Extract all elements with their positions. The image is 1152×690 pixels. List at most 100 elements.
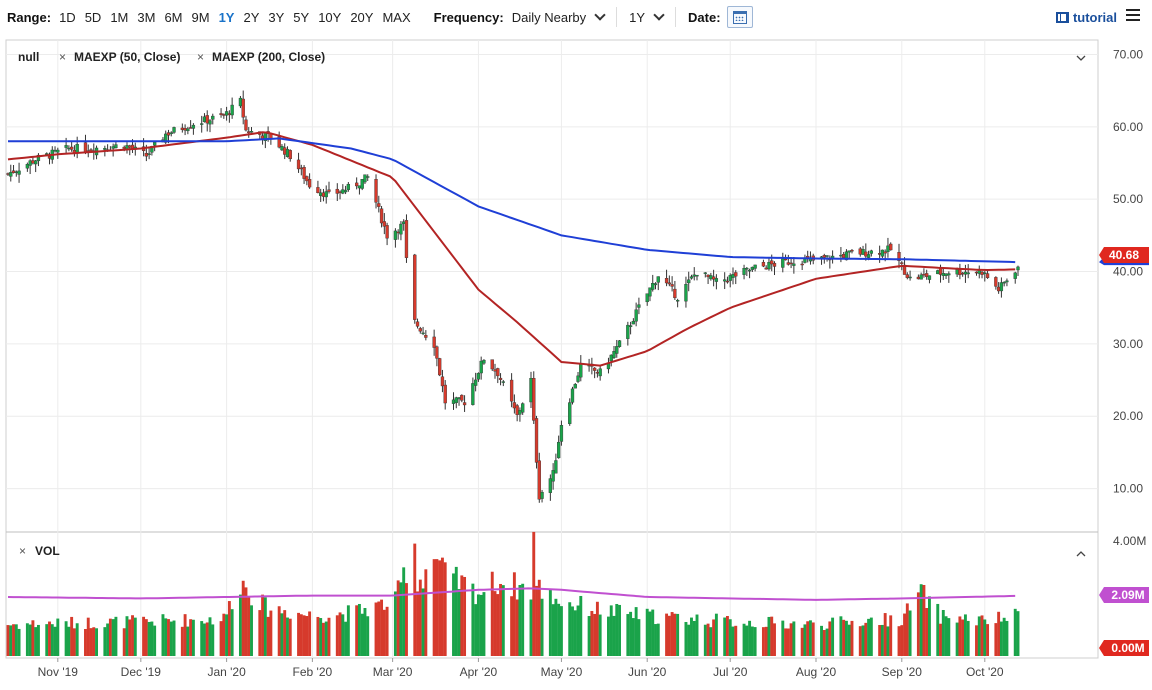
- candle-body: [772, 262, 777, 267]
- chevron-up-icon[interactable]: [1076, 551, 1086, 557]
- tutorial-link[interactable]: tutorial: [1055, 10, 1117, 25]
- chevron-down-icon: [594, 9, 606, 21]
- candle-body: [667, 282, 671, 285]
- volume-bar: [947, 618, 951, 656]
- close-icon[interactable]: ×: [59, 50, 66, 64]
- volume-bar: [308, 611, 312, 656]
- range-button-1d[interactable]: 1D: [59, 9, 76, 25]
- volume-bar: [86, 617, 90, 656]
- candle-body: [227, 113, 232, 115]
- candle-body: [651, 283, 655, 290]
- price-tick-label: 50.00: [1113, 192, 1143, 206]
- volume-bar: [490, 571, 494, 656]
- volume-bar: [230, 609, 234, 656]
- candle-body: [319, 192, 323, 196]
- range-button-20y[interactable]: 20Y: [350, 9, 374, 25]
- volume-bar: [869, 617, 873, 656]
- candle-body: [532, 378, 536, 421]
- candle-body: [723, 279, 727, 282]
- volume-bar: [203, 623, 206, 656]
- volume-bar: [34, 627, 38, 656]
- candle-body: [415, 321, 420, 327]
- range-button-1m[interactable]: 1M: [110, 9, 129, 25]
- volume-bar: [191, 619, 195, 656]
- candle-body: [994, 277, 998, 287]
- range-button-10y[interactable]: 10Y: [318, 9, 342, 25]
- volume-bar: [222, 613, 226, 656]
- range-button-5d[interactable]: 5D: [84, 9, 102, 25]
- volume-bar: [886, 626, 890, 656]
- date-picker-button[interactable]: [726, 6, 753, 28]
- volume-bar: [50, 624, 54, 656]
- volume-bar: [725, 615, 729, 656]
- volume-bar: [695, 614, 699, 656]
- volume-bar: [335, 615, 339, 656]
- volume-average-line: [7, 587, 1016, 601]
- range-button-3y[interactable]: 3Y: [268, 9, 285, 25]
- volume-bar: [842, 619, 846, 656]
- candle-body: [6, 173, 10, 175]
- volume-bar: [125, 616, 129, 656]
- volume-bar: [651, 609, 655, 656]
- range-button-1y[interactable]: 1Y: [218, 9, 235, 25]
- close-icon[interactable]: ×: [197, 50, 204, 64]
- chart-canvas: 70.00 60.00 50.00 40.00 30.00 20.00 10.00 4.00…: [5, 39, 1149, 679]
- volume-bar: [535, 585, 538, 656]
- volume-average-tag: 2.09M: [1099, 587, 1149, 603]
- range-button-5y[interactable]: 5Y: [293, 9, 310, 25]
- range-button-2y[interactable]: 2Y: [243, 9, 260, 25]
- grid: [6, 40, 1098, 658]
- candle-body: [341, 189, 345, 194]
- range-button-max[interactable]: MAX: [382, 9, 411, 25]
- volume-bar: [25, 623, 29, 656]
- range-button-3m[interactable]: 3M: [137, 9, 156, 25]
- range-button-6m[interactable]: 6M: [164, 9, 183, 25]
- volume-bar: [994, 623, 998, 656]
- volume-bar: [299, 614, 303, 656]
- candle-body: [56, 149, 60, 153]
- volume-bar: [540, 598, 544, 656]
- volume-bar: [144, 619, 148, 656]
- candle-body: [675, 300, 680, 302]
- volume-bar: [975, 625, 978, 656]
- candle-body: [324, 191, 328, 198]
- volume-bar: [1005, 620, 1009, 656]
- candle-body: [238, 97, 243, 107]
- volume-bar: [820, 625, 823, 656]
- candle-body: [858, 248, 862, 255]
- candle-body: [734, 272, 738, 277]
- candle-body: [11, 170, 16, 174]
- period-dropdown[interactable]: 1Y: [629, 9, 665, 25]
- legend-ma200: MAEXP (200, Close): [212, 50, 325, 64]
- volume-bar: [761, 627, 765, 656]
- candle-body: [377, 203, 381, 207]
- close-icon[interactable]: ×: [19, 544, 26, 558]
- chevron-down-icon[interactable]: [1076, 55, 1086, 61]
- volume-bar: [667, 615, 671, 656]
- candle-body: [202, 116, 207, 123]
- volume-bar: [14, 624, 18, 656]
- candle-body: [916, 276, 921, 280]
- candle-body: [609, 354, 613, 362]
- candle-body: [537, 460, 541, 500]
- volume-bar: [966, 620, 970, 656]
- range-button-9m[interactable]: 9M: [191, 9, 210, 25]
- candle-body: [509, 379, 514, 402]
- candle-body: [1002, 281, 1006, 284]
- time-tick-label: Jun '20: [628, 665, 667, 679]
- volume-bar: [324, 621, 328, 656]
- volume-bar: [770, 616, 774, 656]
- candle-body: [360, 179, 364, 189]
- candle-body: [728, 275, 732, 281]
- calendar-icon: [732, 10, 747, 24]
- candle-body: [188, 127, 193, 129]
- volume-bar: [648, 611, 652, 656]
- volume-bar: [999, 621, 1003, 656]
- frequency-dropdown[interactable]: Daily Nearby: [512, 9, 606, 25]
- volume-bar: [512, 572, 516, 656]
- volume-bar: [786, 628, 790, 656]
- candle-body: [839, 254, 843, 257]
- time-axis: Nov '19 Dec '19 Jan '20 Feb '20 Mar '20 Apr '…: [38, 658, 1004, 679]
- menu-icon[interactable]: [1126, 9, 1140, 21]
- volume-bar: [850, 620, 854, 656]
